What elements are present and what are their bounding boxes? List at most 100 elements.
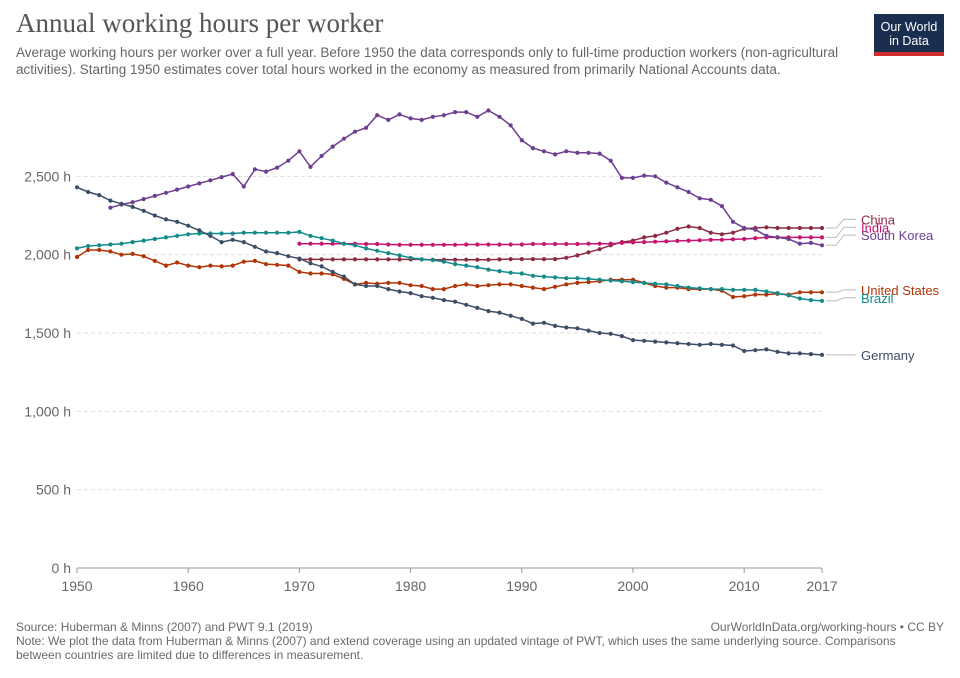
data-point	[175, 260, 180, 265]
data-point	[708, 341, 713, 347]
data-point	[575, 150, 580, 155]
data-point	[152, 213, 157, 218]
data-point	[74, 246, 80, 251]
data-point	[497, 242, 502, 247]
data-point	[152, 258, 157, 263]
data-point	[408, 255, 413, 260]
data-point	[575, 253, 580, 258]
data-point	[675, 185, 680, 190]
data-point	[764, 347, 769, 352]
data-point	[675, 341, 680, 346]
data-point	[252, 167, 257, 172]
data-point	[530, 257, 536, 262]
data-point	[286, 263, 291, 268]
data-point	[564, 255, 569, 260]
data-point	[141, 254, 146, 259]
data-point	[86, 189, 91, 195]
data-point	[97, 193, 102, 198]
data-point	[564, 241, 569, 247]
series-end-label: China	[861, 212, 896, 227]
data-point	[808, 290, 814, 295]
data-point	[475, 114, 480, 119]
data-point	[241, 230, 246, 235]
data-point	[553, 323, 558, 328]
data-point	[97, 243, 102, 248]
data-point	[475, 265, 480, 270]
data-point	[441, 242, 446, 247]
series-end-label: Brazil	[861, 291, 894, 306]
data-point	[708, 197, 713, 202]
data-point	[108, 242, 113, 247]
data-point	[719, 232, 725, 237]
y-tick-label: 1,500 h	[24, 325, 71, 341]
data-point	[786, 236, 791, 242]
data-point	[564, 325, 569, 330]
data-point	[297, 256, 302, 261]
data-point	[730, 287, 736, 292]
data-point	[275, 230, 280, 235]
data-point	[619, 175, 625, 180]
data-point	[497, 114, 502, 119]
data-point	[130, 204, 135, 209]
data-point	[642, 338, 647, 343]
owid-logo[interactable]: Our World in Data	[874, 14, 944, 56]
x-tick-label: 2000	[617, 578, 648, 594]
data-point	[653, 339, 658, 344]
data-point	[186, 184, 191, 189]
data-point	[475, 257, 480, 262]
data-point	[119, 201, 124, 206]
data-point	[430, 242, 435, 247]
data-point	[163, 263, 169, 268]
data-point	[530, 285, 536, 290]
data-point	[686, 224, 691, 229]
data-point	[319, 271, 324, 276]
data-point	[786, 225, 791, 231]
data-point	[708, 287, 713, 292]
data-point	[675, 283, 680, 289]
data-point	[730, 230, 736, 235]
data-point	[453, 299, 458, 304]
data-point	[308, 164, 313, 169]
data-point	[730, 343, 736, 348]
data-point	[163, 235, 169, 240]
source-url-link[interactable]: OurWorldInData.org/working-hours • CC BY	[710, 620, 944, 634]
y-tick-label: 500 h	[36, 482, 71, 498]
x-tick-label: 1980	[395, 578, 426, 594]
data-point	[719, 287, 725, 292]
data-point	[464, 263, 469, 268]
data-point	[730, 294, 736, 300]
data-point	[286, 158, 291, 163]
data-point	[341, 136, 346, 141]
data-point	[397, 112, 402, 117]
data-point	[453, 283, 458, 289]
data-point	[230, 231, 235, 236]
data-point	[653, 174, 658, 179]
data-point	[453, 257, 458, 262]
data-point	[430, 287, 435, 292]
data-point	[252, 258, 257, 263]
data-point	[675, 226, 680, 231]
data-point	[453, 262, 458, 267]
data-point	[508, 313, 513, 318]
data-point	[464, 110, 469, 115]
data-point	[330, 241, 335, 246]
logo-line-1: Our World	[880, 20, 938, 34]
data-point	[397, 289, 402, 294]
data-point	[74, 185, 80, 190]
data-point	[464, 282, 469, 287]
data-point	[330, 144, 335, 149]
data-point	[797, 235, 802, 240]
data-point	[252, 244, 257, 249]
data-point	[653, 281, 658, 286]
data-point	[530, 273, 536, 278]
data-point	[597, 241, 602, 246]
note-text: Note: We plot the data from Huberman & M…	[16, 634, 896, 662]
data-point	[163, 217, 169, 222]
data-point	[386, 251, 391, 256]
data-point	[464, 257, 469, 262]
data-point	[419, 117, 424, 122]
data-point	[519, 257, 524, 262]
data-point	[686, 341, 691, 347]
data-point	[175, 219, 180, 224]
data-point	[541, 241, 547, 247]
